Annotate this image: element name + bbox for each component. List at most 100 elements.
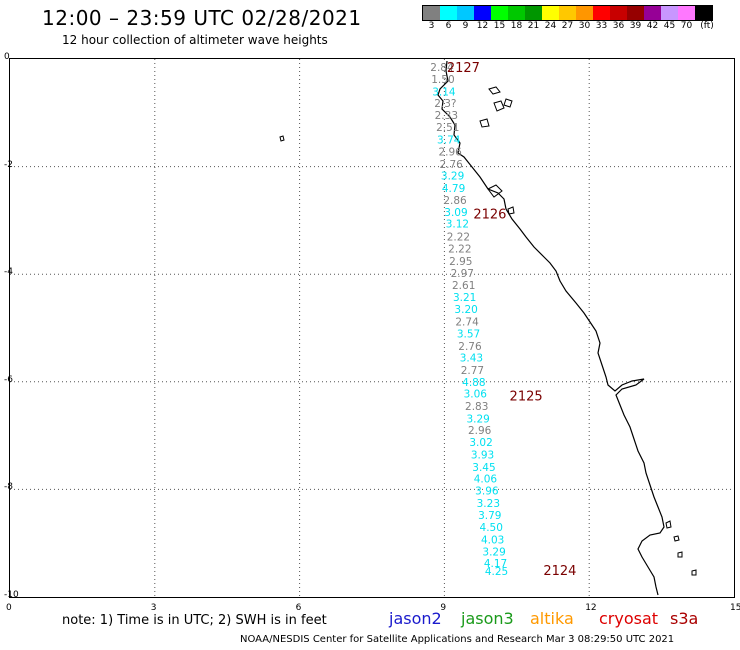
wave-height-label: 2.61	[452, 280, 475, 292]
wave-height-label: 4.06	[474, 474, 498, 486]
coastline	[437, 60, 665, 596]
wave-height-label: 2.74	[455, 317, 479, 329]
x-tick-label: 12	[585, 603, 597, 613]
wave-height-label: 3.21	[453, 292, 476, 304]
pass-time-label: 2124	[543, 564, 576, 579]
island	[279, 135, 285, 142]
x-tick-label: 0	[6, 603, 12, 613]
wave-height-label: 3.29	[466, 413, 489, 425]
legend-bin-label: 6	[445, 21, 452, 31]
wave-height-label: 4.25	[485, 566, 508, 578]
legend-swatch	[593, 6, 610, 20]
wave-height-label: 2.84	[430, 62, 454, 74]
map-canvas: 2.841.503.142.3?2.332.513.742.962.763.29…	[10, 59, 734, 597]
wave-height-label: 3.45	[472, 462, 495, 474]
legend-bin-label: 70	[680, 21, 693, 31]
wave-height-label: 2.33	[435, 110, 458, 122]
grid-lines	[10, 59, 734, 597]
wave-height-label: 4.79	[442, 183, 465, 195]
wave-height-label: 3.74	[437, 135, 461, 147]
legend-swatch	[508, 6, 525, 20]
legend-swatch	[644, 6, 661, 20]
legend-swatch	[423, 6, 440, 20]
island	[665, 520, 672, 529]
legend-unit-label: (ft)	[700, 21, 714, 31]
wave-height-label: 3.96	[475, 485, 499, 497]
legend-bin-label: 36	[612, 21, 625, 31]
credit-line: NOAA/NESDIS Center for Satellite Applica…	[240, 634, 675, 645]
wave-height-label: 2.86	[443, 195, 467, 207]
pass-time-label: 2125	[510, 389, 543, 404]
wave-height-label: 3.06	[464, 389, 488, 401]
legend-bin-label: 33	[595, 21, 608, 31]
island	[493, 100, 505, 112]
wave-height-label: 3.57	[457, 328, 480, 340]
island	[488, 86, 501, 95]
island	[503, 98, 513, 108]
wave-height-label: 3.43	[460, 353, 483, 365]
y-tick-label: 0	[4, 52, 10, 62]
wave-height-label: 3.23	[477, 498, 500, 510]
legend-bin-label: 9	[462, 21, 469, 31]
pass-time-label: 2127	[447, 61, 480, 76]
wave-height-label: 3.29	[482, 546, 505, 558]
legend-bin-label: 30	[578, 21, 591, 31]
legend-bin-label: 18	[510, 21, 523, 31]
wave-height-label: 2.76	[458, 341, 482, 353]
legend-swatch	[440, 6, 457, 20]
x-tick-label: 15	[730, 603, 740, 613]
wave-height-label: 2.22	[447, 232, 470, 244]
wave-height-label: 2.77	[461, 365, 484, 377]
satellite-label-s3a: s3a	[670, 609, 699, 628]
satellite-label-cryosat: cryosat	[599, 609, 659, 628]
legend-bin-label: 3	[428, 21, 435, 31]
wave-height-label: 4.50	[480, 522, 503, 534]
legend-swatch	[678, 6, 695, 20]
x-tick-label: 3	[150, 603, 157, 613]
y-tick-label: -2	[4, 159, 13, 170]
island	[677, 551, 683, 558]
island	[507, 206, 515, 215]
x-tick-label: 9	[440, 603, 447, 613]
legend-bin-label: 45	[663, 21, 676, 31]
wave-height-label: 3.29	[441, 171, 464, 183]
wave-height-label: 4.17	[484, 558, 507, 570]
y-tick-label: -4	[4, 267, 13, 278]
pass-time-labels: 2127 2126 2125 2124	[447, 61, 577, 579]
legend-bin-label: 39	[629, 21, 642, 31]
wave-height-label: 3.20	[454, 304, 477, 316]
wave-height-label: 3.12	[446, 219, 469, 231]
chart-subtitle: 12 hour collection of altimeter wave hei…	[62, 33, 328, 47]
satellite-label-jason2: jason2	[389, 609, 442, 628]
x-tick-label: 6	[295, 603, 302, 613]
wave-height-label: 2.95	[449, 256, 472, 268]
wave-height-label: 3.93	[471, 449, 494, 461]
chart-title: 12:00 – 23:59 UTC 02/28/2021	[42, 6, 362, 30]
wave-height-label: 2.22	[448, 243, 471, 255]
island	[673, 535, 680, 542]
wave-height-label: 2.83	[465, 401, 488, 413]
y-tick-label: -8	[4, 482, 13, 493]
wave-height-label: 4.03	[481, 534, 504, 546]
legend-swatch	[525, 6, 542, 20]
legend-swatch	[559, 6, 576, 20]
wave-height-label: 3.09	[444, 207, 467, 219]
wave-height-label: 2.76	[439, 159, 463, 171]
wave-height-label: 2.97	[451, 268, 474, 280]
wave-height-label: 3.02	[469, 437, 492, 449]
wave-height-label: 1.50	[431, 74, 454, 86]
color-legend	[422, 5, 713, 21]
legend-bin-label: 15	[493, 21, 506, 31]
island	[487, 184, 503, 198]
wave-height-label: 3.14	[432, 86, 456, 98]
map-frame: 2.84 1.50 3.14 2.3? 2.33 2.51 3.74 2.96 2.76 3.29…	[9, 58, 735, 598]
legend-swatch	[695, 6, 712, 20]
pass-time-label: 2126	[473, 207, 506, 222]
legend-bin-label: 12	[476, 21, 489, 31]
y-tick-label: -10	[4, 590, 19, 600]
legend-swatch	[576, 6, 593, 20]
legend-swatch	[610, 6, 627, 20]
island	[479, 118, 490, 128]
legend-bin-label: 42	[646, 21, 659, 31]
y-tick-label: -6	[4, 374, 13, 385]
